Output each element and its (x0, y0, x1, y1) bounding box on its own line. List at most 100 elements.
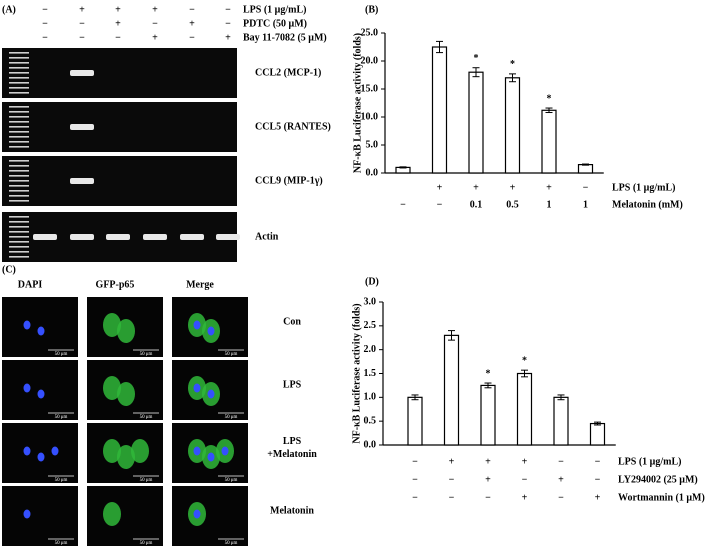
condition-label: − (412, 492, 418, 503)
treatment-sign: − (79, 18, 85, 29)
bar (589, 422, 606, 446)
error-bar (545, 107, 553, 114)
condition-name: Melatonin (mM) (612, 199, 683, 210)
ladder-band (9, 121, 29, 123)
nucleus (193, 509, 201, 519)
ladder-band (9, 87, 29, 89)
scale-label: 50 μm (140, 541, 153, 546)
treatment-sign: + (115, 4, 121, 15)
ladder-band (9, 92, 29, 94)
y-tick-label: 1.5 (364, 368, 377, 379)
ladder-band (9, 67, 29, 69)
ladder-band (9, 185, 29, 187)
nucleus (37, 326, 45, 336)
error-bar (582, 163, 589, 166)
gel-band (180, 234, 204, 240)
condition-label: − (437, 199, 443, 210)
gel (2, 48, 237, 98)
condition-label: + (558, 474, 564, 485)
bar (431, 46, 448, 174)
y-tick-label: 10.0 (361, 111, 379, 122)
condition-label: + (485, 456, 491, 467)
bar (480, 384, 496, 446)
column-header: Merge (186, 279, 214, 290)
ladder-band (9, 131, 29, 133)
scale-label: 50 μm (225, 415, 238, 420)
ladder-band (9, 82, 29, 84)
y-tick-label: 1.0 (364, 392, 377, 403)
ladder-band (9, 77, 29, 79)
cell (117, 382, 135, 406)
ladder-band (9, 111, 29, 113)
y-tick-label: 0.5 (364, 415, 377, 426)
bar (407, 396, 423, 446)
treatment-sign: + (225, 32, 231, 43)
nucleus (193, 446, 201, 456)
gel (2, 156, 237, 206)
gel-band (70, 70, 94, 76)
nucleus (207, 389, 215, 399)
ladder-band (9, 226, 29, 228)
cell (103, 502, 121, 526)
condition-label: 0.1 (470, 199, 483, 210)
ladder-band (9, 165, 29, 167)
error-bar (436, 40, 443, 54)
cell (103, 439, 121, 463)
gel-band (216, 234, 240, 240)
bar (443, 334, 460, 446)
gel-label: CCL9 (MIP-1γ) (255, 175, 323, 186)
y-axis-title: NF-κB Luciferase activity (folds) (351, 303, 362, 443)
scale-label: 50 μm (140, 352, 153, 357)
scale-label: 50 μm (225, 478, 238, 483)
gel-label: CCL2 (MCP-1) (255, 67, 321, 78)
row-label: Con (283, 316, 301, 327)
nucleus (207, 326, 215, 336)
ladder-band (9, 170, 29, 172)
ladder-band (9, 141, 29, 143)
error-bar (509, 73, 516, 83)
treatment-sign: − (225, 18, 231, 29)
nucleus (193, 383, 201, 393)
ladder-band (9, 57, 29, 59)
treatment-sign: − (42, 18, 48, 29)
nucleus (37, 389, 45, 399)
condition-label: − (449, 474, 455, 485)
gel-band (143, 234, 167, 240)
condition-label: + (510, 182, 516, 193)
error-bar (594, 421, 601, 426)
condition-name: Wortmannin (1 μM) (618, 492, 705, 503)
scale-label: 50 μm (140, 415, 153, 420)
cell (117, 445, 135, 469)
ladder-band (9, 251, 29, 253)
panel-label: (A) (2, 4, 16, 15)
treatment-sign: − (42, 4, 48, 15)
error-bar (484, 382, 492, 389)
significance-mark: * (510, 59, 515, 70)
condition-label: − (583, 182, 589, 193)
condition-label: + (473, 182, 479, 193)
significance-mark: * (486, 368, 491, 379)
condition-label: − (400, 199, 406, 210)
y-tick-label: 0.0 (366, 167, 379, 178)
treatment-sign: − (152, 18, 158, 29)
nucleus (23, 509, 31, 519)
bar (504, 77, 521, 174)
ladder-band (9, 180, 29, 182)
scale-label: 50 μm (225, 352, 238, 357)
treatment-sign: − (42, 32, 48, 43)
bar (553, 396, 569, 446)
condition-label: − (522, 474, 528, 485)
error-bar (411, 394, 419, 401)
ladder-band (9, 160, 29, 162)
column-header: DAPI (18, 279, 43, 290)
condition-label: − (558, 456, 564, 467)
nucleus (221, 446, 229, 456)
condition-name: LPS (1 μg/mL) (618, 456, 681, 467)
nucleus (23, 320, 31, 330)
error-bar (472, 67, 480, 78)
treatment-sign: − (189, 4, 195, 15)
condition-label: − (412, 456, 418, 467)
condition-label: + (485, 474, 491, 485)
treatment-sign: + (152, 4, 158, 15)
treatment-sign: − (225, 4, 231, 15)
